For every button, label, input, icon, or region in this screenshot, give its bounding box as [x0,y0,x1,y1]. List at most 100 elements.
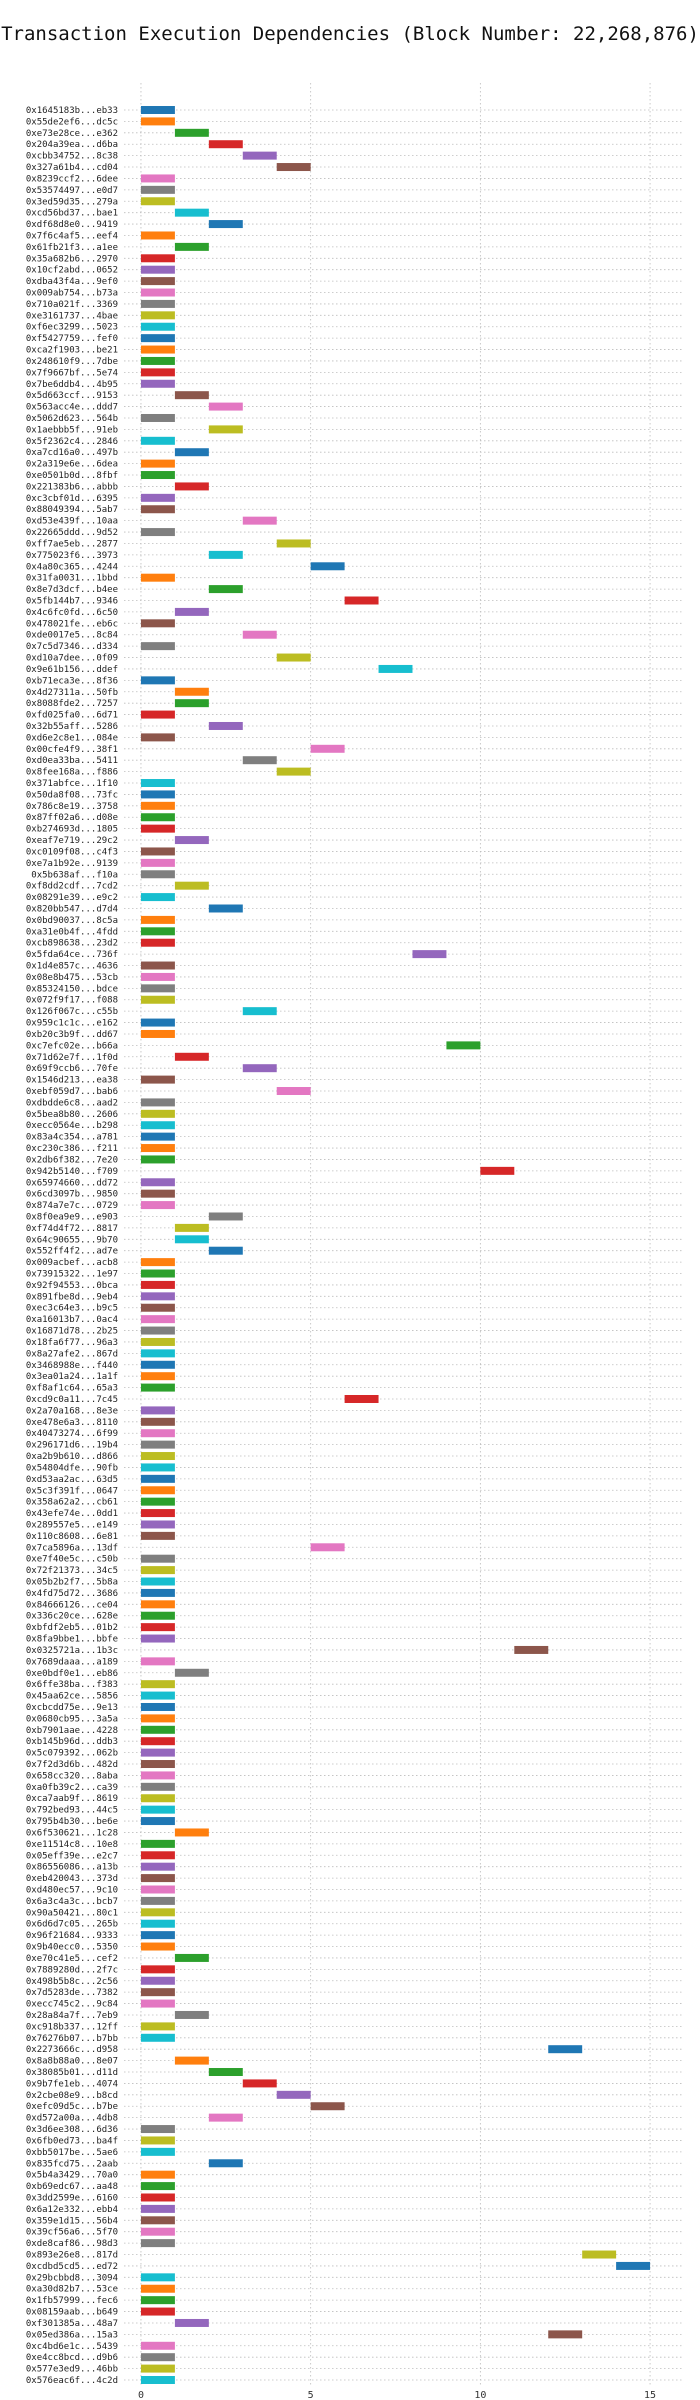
y-tick-label: 0x6fb0ed73...ba4f [26,2136,118,2146]
y-tick-label: 0x1d4e857c...4636 [26,962,118,972]
y-tick-label: 0xecc0564e...b298 [26,1121,118,1131]
y-tick-label: 0xb7901aae...4228 [26,1726,118,1736]
y-tick-label: 0xe0bdf0e1...eb86 [26,1669,118,1679]
transaction-bar [140,1258,175,1267]
transaction-bar [140,265,175,274]
transaction-bar [208,2159,243,2168]
y-tick-label: 0x5f2362c4...2846 [26,437,118,447]
transaction-bar [140,984,175,993]
y-tick-label: 0x552ff4f2...ad7e [26,1247,118,1257]
transaction-bar [140,1497,175,1506]
transaction-bar [174,1828,209,1837]
transaction-bar [276,163,311,172]
transaction-bar [140,2273,175,2282]
transaction-bar [140,1109,175,1118]
transaction-bar [140,676,175,685]
y-tick-label: 0xcb898638...23d2 [26,939,118,949]
y-tick-label: 0x6f530621...1c28 [26,1828,118,1838]
transaction-bar [140,2353,175,2362]
y-tick-label: 0x10cf2abd...0652 [26,266,118,276]
y-tick-label: 0x6ffe38ba...f383 [26,1680,118,1690]
y-tick-label: 0x08e8b475...53cb [26,973,118,983]
y-tick-label: 0xa31e0b4f...4fdd [26,927,118,937]
transaction-bar [140,2284,175,2293]
y-tick-label: 0xfd025fa0...6d71 [26,711,118,721]
y-tick-label: 0x9b40ecc0...5350 [26,1943,118,1953]
transaction-bar [140,858,175,867]
transaction-bar [140,459,175,468]
transaction-bar [140,436,175,445]
y-tick-label: 0xf74d4f72...8817 [26,1224,118,1234]
transaction-bar [140,961,175,970]
transaction-bar [140,334,175,343]
transaction-bar [140,1486,175,1495]
y-tick-label: 0x2a319e6e...6dea [26,460,118,470]
transaction-bar [446,1041,481,1050]
transaction-bar [616,2261,651,2270]
y-tick-label: 0xdba43f4a...9ef0 [26,277,118,287]
y-tick-label: 0x5c079392...062b [26,1749,118,1759]
transaction-bar [208,425,243,434]
transaction-bar [140,1303,175,1312]
y-tick-label: 0xecc745c2...9c84 [26,2000,118,2010]
transaction-bar [140,231,175,240]
transaction-bar [140,277,175,286]
transaction-bar [174,1052,209,1061]
transaction-bar [140,1098,175,1107]
transaction-bar [140,1554,175,1563]
transaction-bar [140,288,175,297]
y-tick-label: 0x7d5283de...7382 [26,1988,118,1998]
x-tick-label: 0 [138,2390,144,2400]
y-tick-label: 0x8a27afe2...867d [26,1349,118,1359]
y-tick-label: 0x8e7d3dcf...b4ee [26,585,118,595]
y-tick-label: 0xf8dd2cdf...7cd2 [26,882,118,892]
transaction-bar [140,1714,175,1723]
y-tick-label: 0xcbb34752...8c38 [26,152,118,162]
y-tick-label: 0x8fa9bbe1...bbfe [26,1635,118,1645]
y-tick-label: 0x710a021f...3369 [26,300,118,310]
y-tick-label: 0x891fbe8d...9eb4 [26,1292,118,1302]
y-tick-label: 0x31fa0031...1bbd [26,574,118,584]
y-tick-label: 0xc0109f08...c4f3 [26,847,118,857]
y-tick-label: 0xd572a00a...4db8 [26,2114,118,2124]
y-tick-label: 0x5bea8b80...2606 [26,1110,118,1120]
transaction-bar [208,904,243,913]
y-tick-label: 0x0680cb95...3a5a [26,1714,118,1724]
transaction-bar [140,1611,175,1620]
transaction-bar [276,2090,311,2099]
transaction-bar [140,106,175,114]
y-tick-label: 0x39cf56a6...5f70 [26,2228,118,2238]
transaction-bar [242,151,277,160]
y-tick-label: 0xd6e2c8e1...084e [26,733,118,743]
transaction-bar [140,2364,175,2373]
y-tick-label: 0x358a62a2...cb61 [26,1498,118,1508]
y-tick-label: 0x072f9f17...f088 [26,996,118,1006]
x-tick-labels: 0 5 10 15 [138,2390,656,2400]
y-tick-label: 0x327a61b4...cd04 [26,163,118,173]
y-tick-label: 0xec3c64e3...b9c5 [26,1304,118,1314]
transaction-bar [140,185,175,194]
y-tick-label: 0x110c8608...6e81 [26,1532,118,1542]
transaction-bar [174,2318,209,2327]
y-tick-label: 0x795b4b30...be6e [26,1817,118,1827]
transaction-bar [140,1817,175,1826]
transaction-bar [140,642,175,651]
y-tick-label: 0xebf059d7...bab6 [26,1087,118,1097]
y-tick-label: 0x7889280d...2f7c [26,1965,118,1975]
y-tick-label: 0x1546d213...ea38 [26,1076,118,1086]
transaction-bar [140,1018,175,1027]
transaction-bar [140,379,175,388]
transaction-bar [140,1782,175,1791]
y-tick-label: 0xb145b96d...ddb3 [26,1737,118,1747]
transaction-bar [276,653,311,662]
transaction-bar [140,2216,175,2225]
y-tick-label: 0x1645183b...eb33 [26,106,118,116]
transaction-bar [140,1942,175,1951]
transaction-bar [140,1737,175,1746]
y-tick-label: 0xcbcdd75e...9e13 [26,1703,118,1713]
y-tick-label: 0xbb5017be...5ae6 [26,2148,118,2158]
y-tick-label: 0x87ff02a6...d08e [26,813,118,823]
transaction-bar [514,1645,549,1654]
transaction-bar [140,2170,175,2179]
